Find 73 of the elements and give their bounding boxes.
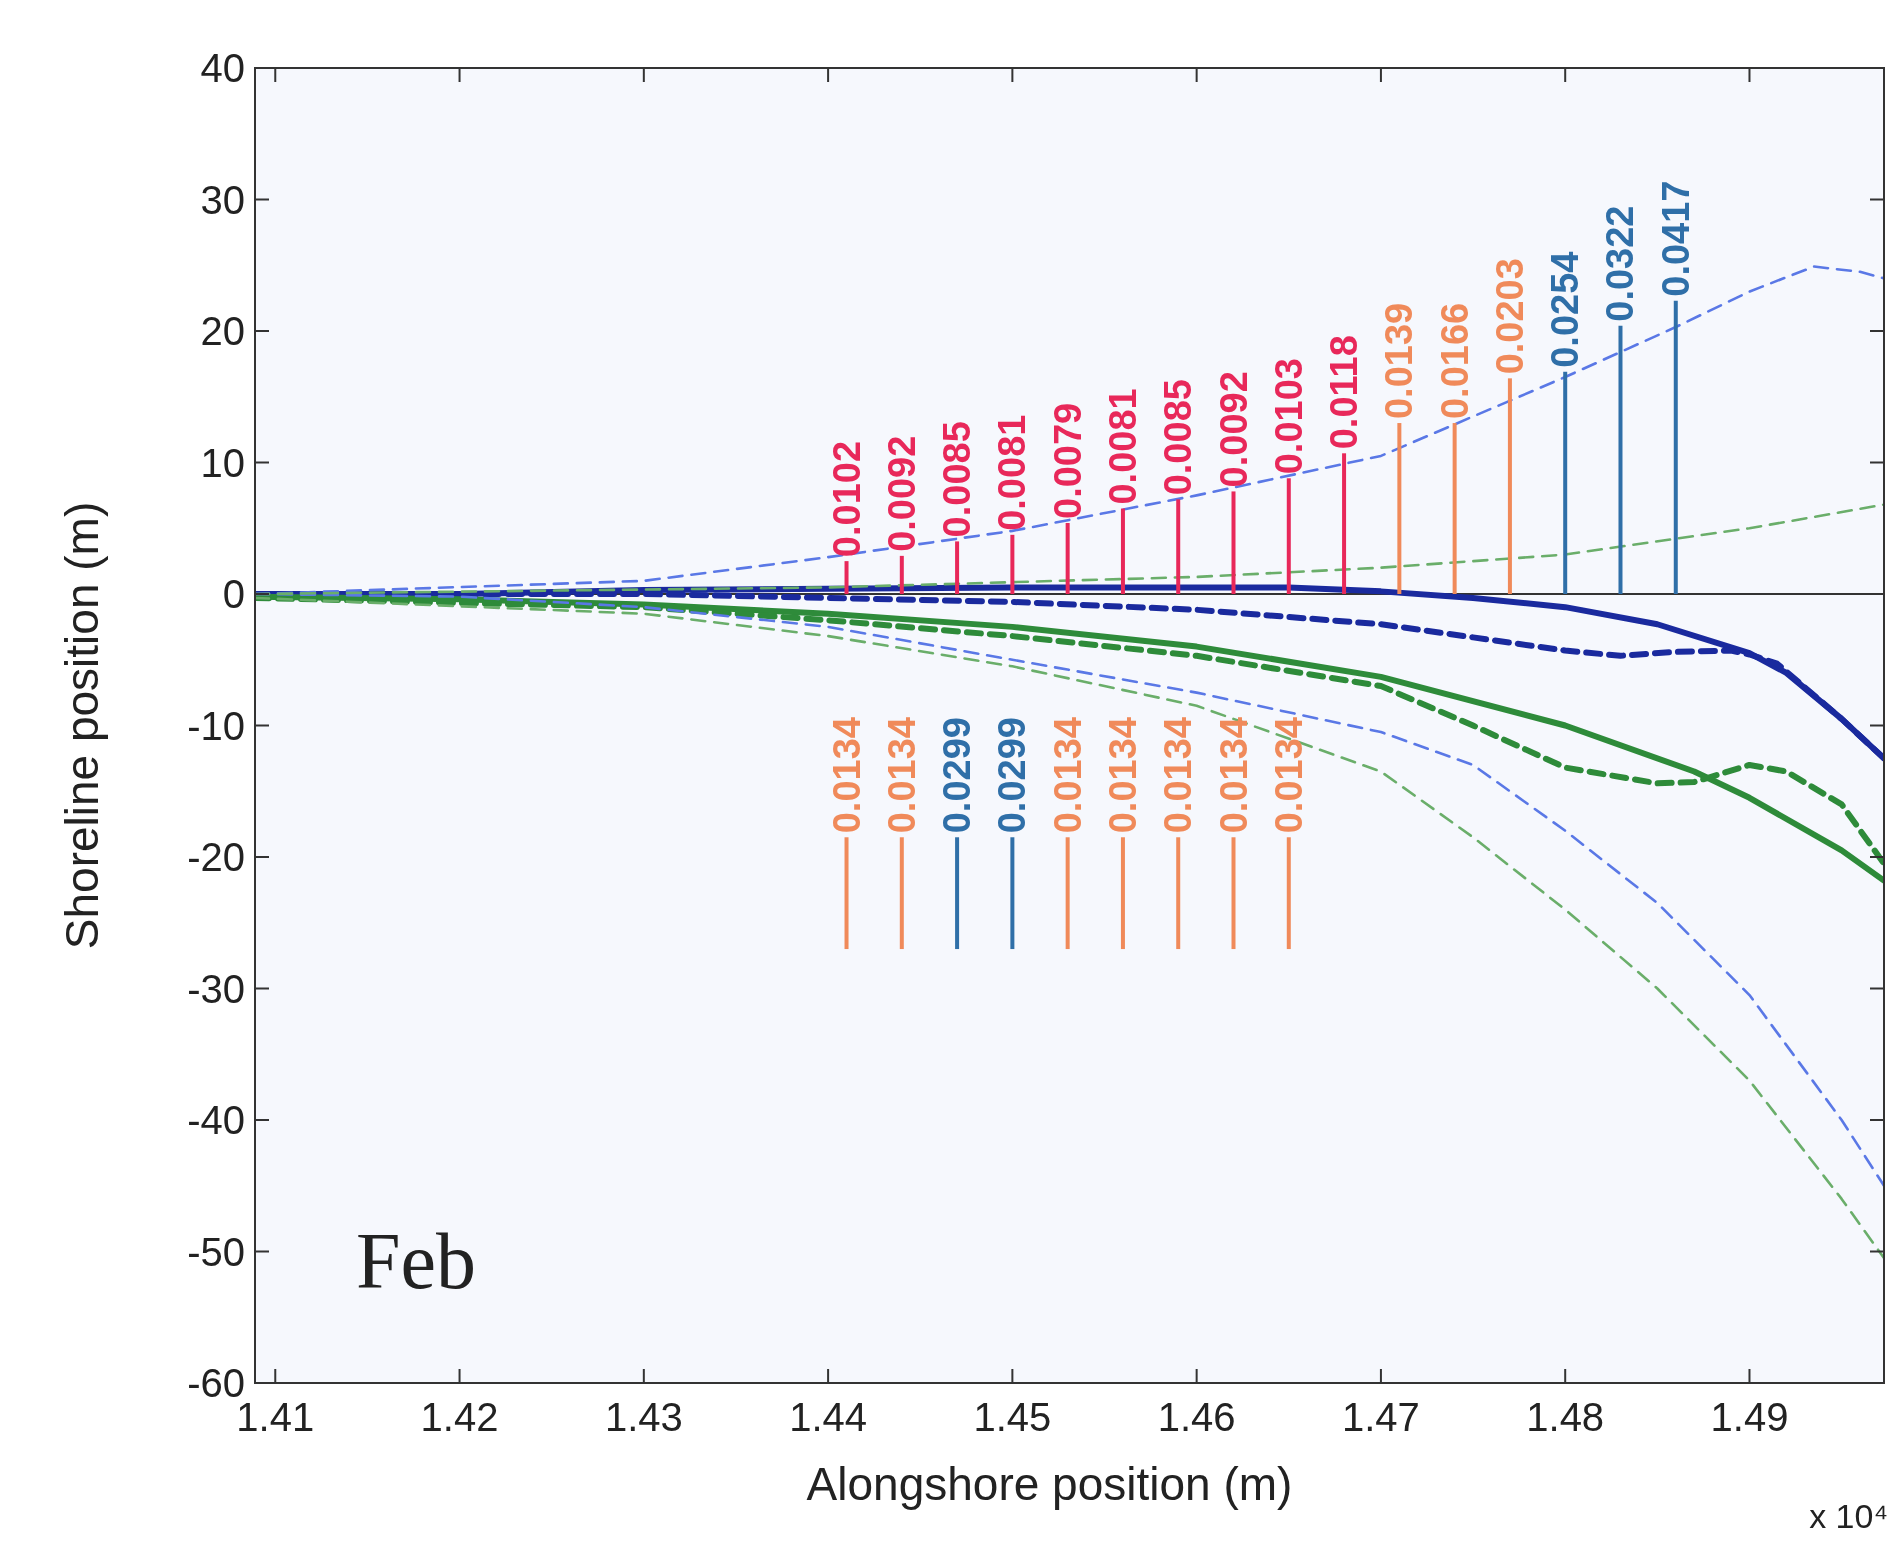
annotation: 0.0417 xyxy=(1654,180,1697,297)
y-tick-label: -50 xyxy=(187,1229,245,1274)
bar xyxy=(1286,837,1291,950)
bar xyxy=(1452,423,1457,594)
bar xyxy=(1342,453,1347,594)
annotation: 0.0134 xyxy=(825,717,868,834)
bar xyxy=(955,541,960,594)
bar xyxy=(955,837,960,950)
annotation: 0.0134 xyxy=(1046,717,1089,834)
annotation: 0.0092 xyxy=(1212,371,1255,488)
annotation: 0.0134 xyxy=(1101,717,1144,834)
bar xyxy=(1231,491,1236,594)
y-tick-label: -60 xyxy=(187,1361,245,1405)
x-tick-label: 1.48 xyxy=(1526,1395,1605,1439)
annotation: 0.0134 xyxy=(1157,717,1200,834)
y-tick-label: -20 xyxy=(187,835,245,879)
bar xyxy=(1065,522,1070,594)
x-tick-label: 1.45 xyxy=(973,1395,1052,1439)
annotation: Feb xyxy=(356,1217,476,1305)
bar xyxy=(844,837,849,950)
bar xyxy=(1618,325,1623,594)
y-tick-label: 20 xyxy=(200,309,245,353)
annotation: 0.0203 xyxy=(1488,258,1531,375)
y-axis-title: Shoreline position (m) xyxy=(56,501,108,950)
bar xyxy=(844,561,849,594)
y-tick-label: 40 xyxy=(200,46,245,90)
annotation: 0.0322 xyxy=(1599,205,1642,322)
bar xyxy=(1065,837,1070,950)
bar xyxy=(1507,378,1512,594)
annotation: 0.0134 xyxy=(1212,717,1255,834)
x-tick-label: 1.44 xyxy=(789,1395,868,1439)
annotation: 0.0134 xyxy=(1267,717,1310,834)
annotation: 0.0102 xyxy=(825,440,868,558)
annotation: 0.0081 xyxy=(1101,388,1144,505)
annotation: 0.0103 xyxy=(1267,358,1310,475)
x-tick-label: 1.46 xyxy=(1157,1395,1236,1439)
annotation: 0.0118 xyxy=(1323,335,1366,450)
text: x 10⁴ xyxy=(1809,1497,1887,1535)
annotation: 0.0079 xyxy=(1046,402,1089,519)
bar xyxy=(1286,478,1291,594)
y-tick-label: -10 xyxy=(187,703,245,748)
annotation: 0.0092 xyxy=(880,435,923,552)
bar xyxy=(1176,837,1181,950)
bar xyxy=(1120,837,1125,950)
annotation: 0.0139 xyxy=(1378,302,1421,420)
x-tick-label: 1.49 xyxy=(1710,1395,1789,1439)
x-tick-label: 1.47 xyxy=(1342,1395,1420,1439)
annotation: 0.0085 xyxy=(936,421,979,538)
bar xyxy=(1563,371,1568,594)
annotation: 0.0299 xyxy=(936,717,979,834)
y-tick-label: 30 xyxy=(200,177,245,222)
annotation: 0.0085 xyxy=(1157,379,1200,496)
y-tick-label: -30 xyxy=(187,966,245,1011)
bar xyxy=(1176,499,1181,594)
bar xyxy=(899,837,904,950)
bar xyxy=(899,555,904,594)
bar xyxy=(1231,837,1236,950)
annotation: 0.0299 xyxy=(991,717,1034,834)
annotation: 0.0081 xyxy=(991,414,1034,531)
bar xyxy=(1397,423,1402,594)
y-tick-label: 0 xyxy=(222,572,245,616)
bar xyxy=(1010,837,1015,950)
annotation: 0.0134 xyxy=(880,717,923,834)
y-tick-label: 10 xyxy=(200,440,245,485)
annotation: 0.0166 xyxy=(1433,302,1476,420)
bar xyxy=(1673,300,1678,594)
y-tick-label: -40 xyxy=(187,1098,245,1142)
bar xyxy=(1120,508,1125,594)
annotation: 0.0254 xyxy=(1544,251,1587,368)
bar xyxy=(1010,534,1015,594)
x-tick-label: 1.43 xyxy=(604,1395,683,1439)
x-axis-title: Alongshore position (m) xyxy=(806,1458,1293,1510)
x-tick-label: 1.42 xyxy=(420,1395,499,1439)
